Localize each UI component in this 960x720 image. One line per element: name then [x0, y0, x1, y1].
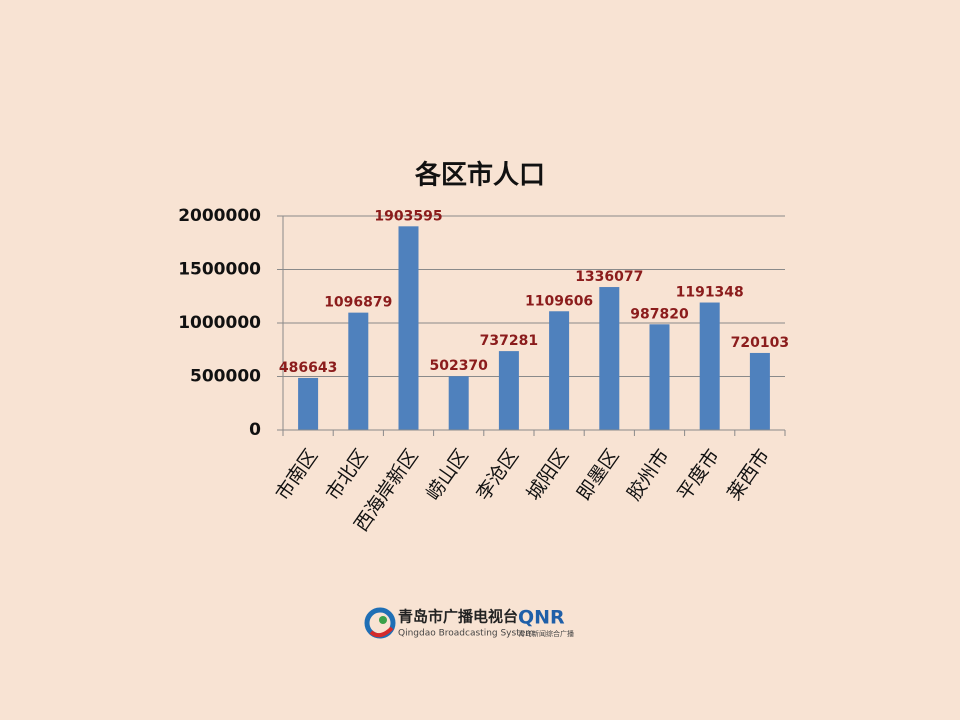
value-label: 987820	[630, 306, 689, 322]
bar	[348, 312, 369, 430]
bar	[298, 377, 319, 430]
bar	[749, 352, 770, 430]
value-label: 1336077	[575, 269, 643, 285]
value-label: 737281	[480, 333, 538, 349]
value-label: 486643	[279, 360, 337, 376]
value-label: 1096879	[324, 295, 392, 311]
value-label: 1109606	[525, 293, 593, 309]
logo-subtext: Qingdao Broadcasting System	[398, 629, 534, 639]
value-label: 502370	[429, 358, 488, 374]
logo-icon	[379, 616, 387, 624]
bar	[498, 351, 519, 430]
y-tick-label: 1500000	[178, 260, 261, 280]
bar	[549, 311, 570, 430]
bar	[699, 302, 720, 430]
y-tick-label: 500000	[190, 367, 261, 387]
logo-icon	[369, 626, 394, 638]
y-tick-label: 0	[249, 420, 261, 440]
bar	[599, 287, 620, 430]
y-tick-label: 1000000	[178, 313, 261, 333]
y-tick-label: 2000000	[178, 206, 261, 226]
bar	[448, 376, 469, 430]
value-label: 720103	[731, 335, 789, 351]
bar	[649, 324, 670, 430]
logo-subtext: 青岛新闻综合广播	[518, 629, 574, 638]
bar	[398, 226, 419, 430]
value-label: 1903595	[374, 208, 442, 224]
chart-title: 各区市人口	[414, 160, 545, 191]
logo: 青岛市广播电视台 Qingdao Broadcasting System QNR…	[364, 607, 574, 639]
logo-text: 青岛市广播电视台	[398, 608, 518, 626]
value-label: 1191348	[676, 285, 744, 301]
logo-text: QNR	[518, 607, 565, 629]
